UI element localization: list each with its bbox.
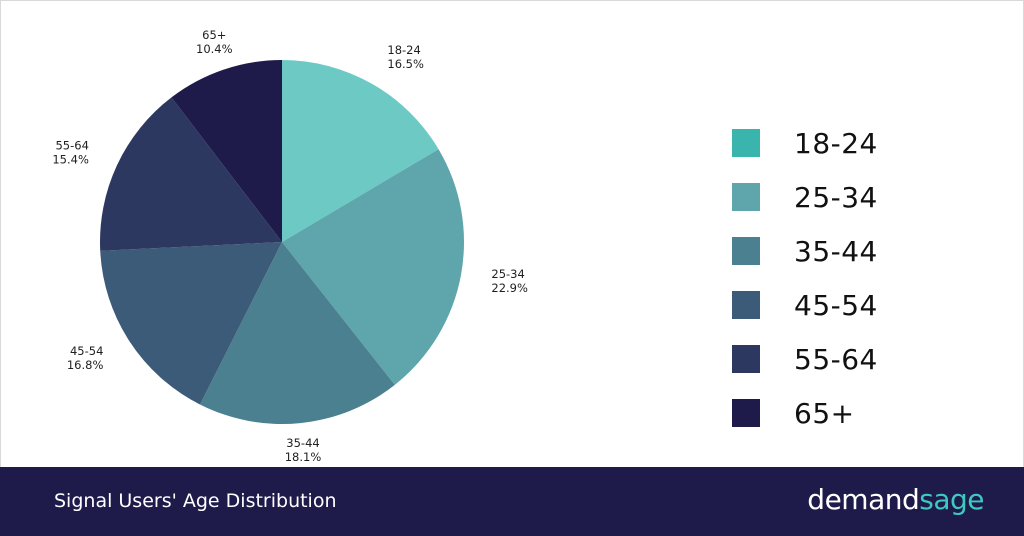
pie-slice-18-24 [282,59,439,242]
legend-item-45-54: 45-54 [732,278,972,332]
slice-label-category: 45-54 [70,344,103,358]
slice-label-value: 15.4% [52,152,89,166]
legend-label: 65+ [794,396,855,430]
legend-label: 25-34 [794,180,878,214]
legend-swatch [732,129,760,157]
legend-swatch [732,345,760,373]
legend-swatch [732,399,760,427]
pie-slice-55-64 [100,97,282,251]
pie-slice-25-34 [282,149,465,385]
chart-title: Signal Users' Age Distribution [54,490,337,512]
slice-label-category: 55-64 [55,138,88,152]
legend-label: 55-64 [794,342,878,376]
legend-item-25-34: 25-34 [732,170,972,224]
slice-label-25-34: 25-34 22.9% [491,267,528,295]
slice-label-45-54: 45-54 16.8% [67,344,104,372]
legend-swatch [732,291,760,319]
slice-label-value: 10.4% [196,42,233,56]
slice-label-category: 35-44 [286,436,319,450]
slice-label-18-24: 18-24 16.5% [387,43,424,71]
brand-logo-part2: sage [919,483,984,516]
pie-slice-35-44 [199,242,395,424]
legend-item-55-64: 55-64 [732,332,972,386]
legend: 18-24 25-34 35-44 45-54 55-64 65+ [732,116,972,440]
slice-label-value: 18.1% [285,450,322,464]
slice-label-category: 25-34 [491,267,524,281]
pie-chart: 18-24 16.5% 25-34 22.9% 35-44 18.1% 45-54 16.8%… [52,28,528,464]
legend-label: 18-24 [794,126,878,160]
brand-logo-part1: demand [807,483,920,516]
slice-label-value: 16.5% [387,57,424,71]
slice-label-value: 22.9% [491,281,528,295]
legend-swatch [732,237,760,265]
pie-slice-65-plus [171,60,282,242]
slice-label-value: 16.8% [67,358,104,372]
brand-logo: demandsage [807,483,984,516]
slice-label-35-44: 35-44 18.1% [285,436,322,464]
legend-item-18-24: 18-24 [732,116,972,170]
footer-bar: Signal Users' Age Distribution demandsag… [0,467,1024,536]
legend-label: 35-44 [794,234,878,268]
pie-slice-45-54 [100,242,282,405]
legend-item-65-plus: 65+ [732,386,972,440]
legend-swatch [732,183,760,211]
legend-item-35-44: 35-44 [732,224,972,278]
slice-label-category: 65+ [202,28,226,42]
slice-label-category: 18-24 [387,43,420,57]
slice-label-65-plus: 65+ 10.4% [196,28,233,56]
slice-label-55-64: 55-64 15.4% [52,138,89,166]
legend-label: 45-54 [794,288,878,322]
